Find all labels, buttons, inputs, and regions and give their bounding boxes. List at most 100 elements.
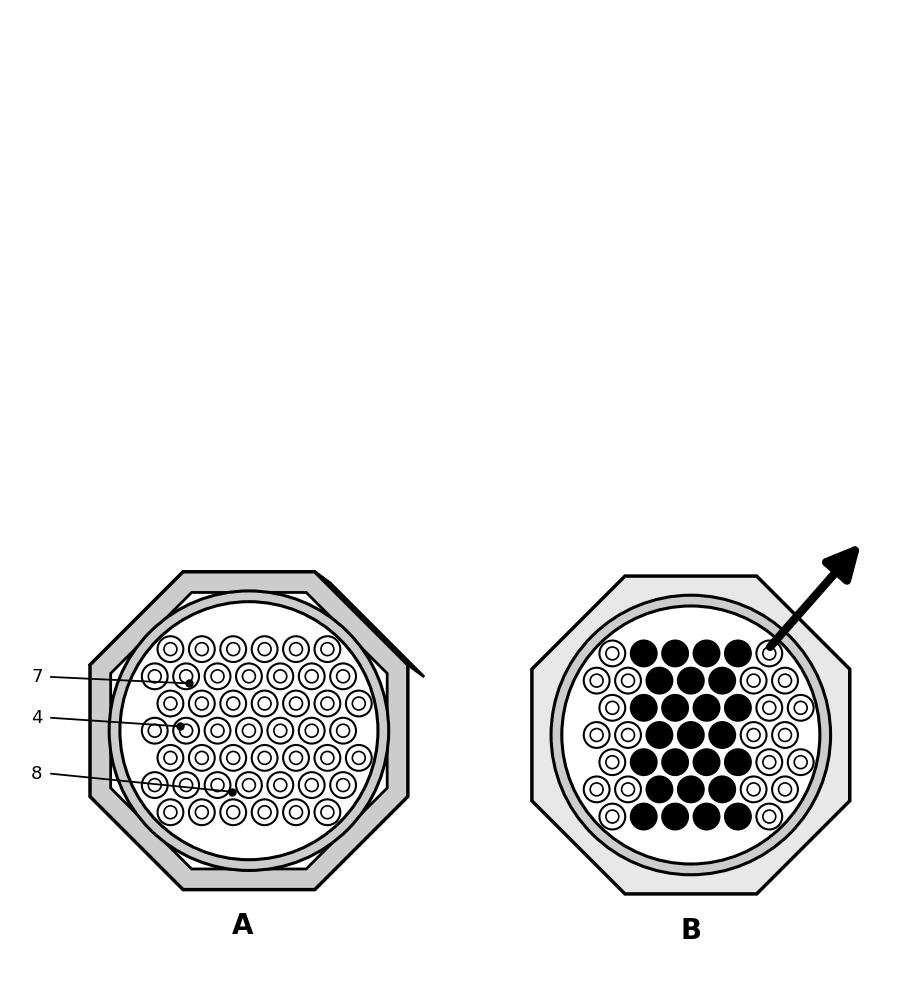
Circle shape (741, 776, 767, 802)
Circle shape (173, 663, 199, 689)
Circle shape (757, 804, 782, 829)
Circle shape (606, 701, 619, 714)
Circle shape (694, 641, 719, 666)
Circle shape (551, 595, 831, 875)
Circle shape (274, 724, 286, 737)
Circle shape (621, 674, 634, 687)
Circle shape (788, 749, 813, 775)
Circle shape (157, 745, 183, 771)
Circle shape (196, 751, 209, 764)
Circle shape (188, 799, 215, 825)
Circle shape (779, 783, 791, 796)
Circle shape (621, 729, 634, 741)
Circle shape (274, 779, 286, 792)
Circle shape (630, 695, 657, 721)
Circle shape (258, 806, 271, 819)
Circle shape (242, 670, 255, 683)
Text: A: A (231, 912, 253, 940)
Circle shape (709, 668, 735, 694)
Circle shape (763, 756, 776, 769)
Circle shape (678, 722, 704, 748)
Circle shape (757, 641, 782, 666)
Circle shape (196, 697, 209, 710)
Circle shape (315, 745, 340, 771)
Circle shape (283, 636, 309, 662)
Circle shape (741, 668, 767, 694)
Circle shape (647, 722, 673, 748)
Circle shape (630, 749, 657, 775)
Circle shape (299, 772, 325, 798)
Polygon shape (532, 576, 850, 894)
Circle shape (590, 783, 603, 796)
Circle shape (584, 722, 609, 748)
Circle shape (315, 691, 340, 716)
Circle shape (352, 697, 365, 710)
Circle shape (748, 783, 760, 796)
Circle shape (330, 772, 356, 798)
Circle shape (599, 804, 625, 829)
Circle shape (330, 718, 356, 744)
Circle shape (606, 810, 619, 823)
Circle shape (283, 799, 309, 825)
Circle shape (678, 668, 704, 694)
Circle shape (179, 724, 192, 737)
Text: B: B (680, 917, 702, 945)
Circle shape (221, 691, 246, 716)
Circle shape (236, 772, 262, 798)
Circle shape (173, 718, 199, 744)
Circle shape (227, 806, 240, 819)
Circle shape (267, 718, 293, 744)
Circle shape (748, 729, 760, 741)
Circle shape (772, 722, 798, 748)
Circle shape (725, 641, 751, 666)
Circle shape (242, 724, 255, 737)
Circle shape (227, 751, 240, 764)
Circle shape (662, 695, 688, 721)
Circle shape (157, 636, 183, 662)
Circle shape (196, 643, 209, 656)
Circle shape (221, 745, 246, 771)
Circle shape (337, 724, 350, 737)
Circle shape (763, 647, 776, 660)
Circle shape (258, 643, 271, 656)
Circle shape (299, 718, 325, 744)
Circle shape (120, 602, 378, 860)
Circle shape (606, 647, 619, 660)
Circle shape (157, 799, 183, 825)
Circle shape (337, 779, 350, 792)
Circle shape (748, 674, 760, 687)
Text: 7: 7 (31, 668, 42, 686)
Circle shape (678, 776, 704, 802)
Circle shape (227, 643, 240, 656)
Circle shape (630, 804, 657, 829)
Circle shape (173, 772, 199, 798)
Circle shape (211, 724, 224, 737)
Circle shape (794, 701, 807, 714)
Circle shape (346, 745, 371, 771)
Circle shape (142, 663, 167, 689)
Circle shape (205, 772, 231, 798)
Circle shape (299, 663, 325, 689)
Circle shape (584, 776, 609, 802)
Circle shape (772, 776, 798, 802)
Circle shape (142, 718, 167, 744)
Circle shape (164, 806, 177, 819)
Circle shape (148, 670, 161, 683)
Circle shape (267, 772, 293, 798)
Circle shape (763, 701, 776, 714)
Circle shape (590, 729, 603, 741)
Circle shape (252, 691, 277, 716)
Circle shape (289, 697, 303, 710)
Circle shape (757, 749, 782, 775)
Circle shape (306, 779, 318, 792)
Circle shape (321, 806, 334, 819)
Circle shape (164, 643, 177, 656)
Circle shape (142, 772, 167, 798)
Circle shape (289, 643, 303, 656)
Polygon shape (315, 572, 425, 677)
Circle shape (599, 695, 625, 721)
Circle shape (205, 663, 231, 689)
Circle shape (315, 799, 340, 825)
Polygon shape (90, 572, 199, 677)
Circle shape (330, 663, 356, 689)
